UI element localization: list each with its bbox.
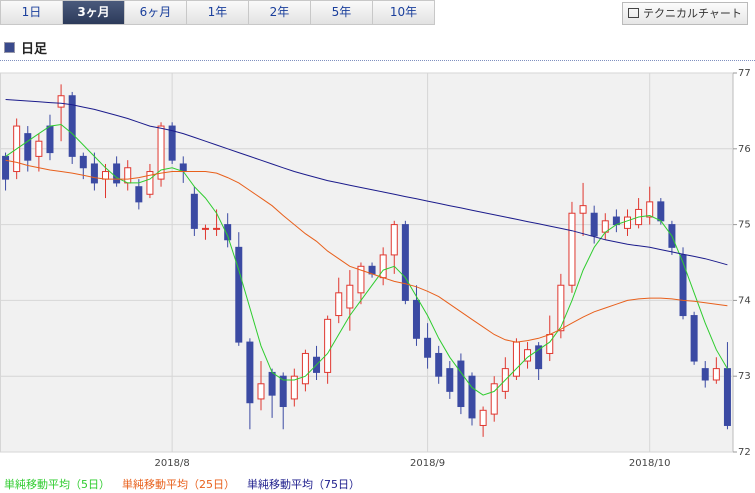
- period-tab[interactable]: 1日: [0, 0, 63, 25]
- moving-average-line: [5, 159, 728, 343]
- candle-body: [235, 246, 243, 343]
- candle-body: [35, 140, 43, 157]
- candle-body: [246, 341, 254, 404]
- candle-body: [646, 201, 654, 218]
- candle-body: [557, 284, 565, 332]
- candle-body: [657, 201, 665, 222]
- candle-body: [46, 125, 54, 154]
- x-tick-label: 2018/10: [629, 458, 671, 469]
- divider: [0, 60, 755, 61]
- period-tab[interactable]: 10年: [373, 0, 435, 25]
- candle-body: [2, 155, 10, 180]
- candle-body: [146, 171, 154, 195]
- period-tab[interactable]: 6ヶ月: [125, 0, 187, 25]
- candle-body: [213, 227, 221, 230]
- candle-body: [424, 337, 432, 358]
- period-tabs: 1日 3ヶ月 6ヶ月 1年 2年 5年 10年: [0, 0, 435, 25]
- candle-body: [701, 368, 709, 381]
- candle-body: [457, 360, 465, 408]
- chart: 72 73 74 75 76 77 2018/8 2018/9 2018/10: [0, 68, 751, 469]
- moving-average-line: [5, 99, 728, 266]
- candle-body: [568, 212, 576, 286]
- candle-body: [257, 383, 265, 400]
- period-tab[interactable]: 1年: [187, 0, 249, 25]
- candle-body: [490, 383, 498, 415]
- candle-body: [224, 224, 232, 241]
- period-tab[interactable]: 2年: [249, 0, 311, 25]
- candle-body: [90, 163, 98, 184]
- plot-area: [0, 72, 734, 453]
- candle-body: [712, 368, 720, 381]
- candle-body: [723, 368, 731, 426]
- candle-body: [435, 352, 443, 377]
- legend: 単純移動平均（5日） 単純移動平均（25日） 単純移動平均（75日）: [4, 476, 360, 492]
- candle-body: [324, 318, 332, 373]
- y-tick-label: 76: [738, 144, 751, 155]
- candle-body: [190, 193, 198, 229]
- legend-entry: 単純移動平均（5日）: [4, 478, 110, 491]
- legend-entry: 単純移動平均（25日）: [122, 478, 235, 491]
- candle-body: [301, 352, 309, 385]
- candle-body: [446, 368, 454, 392]
- candle-body: [590, 212, 598, 237]
- candle-body: [157, 125, 165, 180]
- candle-body: [113, 163, 121, 184]
- moving-average-line: [5, 123, 728, 396]
- legend-entry: 単純移動平均（75日）: [247, 478, 360, 491]
- y-tick-label: 77: [738, 68, 751, 79]
- x-tick-label: 2018/8: [155, 458, 190, 469]
- candle-body: [623, 216, 631, 229]
- period-tab[interactable]: 5年: [311, 0, 373, 25]
- candle-body: [290, 375, 298, 400]
- y-tick-label: 73: [738, 371, 751, 382]
- candle-body: [468, 375, 476, 419]
- candle-body: [135, 186, 143, 203]
- candle-body: [390, 224, 398, 256]
- y-tick-label: 72: [738, 447, 751, 458]
- candle-body: [168, 125, 176, 161]
- candle-body: [335, 292, 343, 317]
- candle-body: [346, 284, 354, 309]
- candle-body: [124, 167, 132, 184]
- candle-body: [412, 299, 420, 339]
- technical-chart-button[interactable]: テクニカルチャート: [622, 2, 748, 25]
- candle-body: [357, 265, 365, 294]
- candle-body: [24, 133, 32, 161]
- candle-body: [401, 224, 409, 301]
- candle-body: [279, 375, 287, 408]
- candle-body: [479, 409, 487, 426]
- candle-body: [79, 155, 87, 169]
- candle-body: [379, 254, 387, 279]
- period-tab[interactable]: 3ヶ月: [63, 0, 125, 25]
- candle-body: [68, 95, 76, 157]
- y-tick-label: 75: [738, 220, 751, 231]
- candle-body: [57, 95, 65, 108]
- section-title: 日足: [4, 38, 47, 57]
- candle-body: [201, 227, 209, 230]
- candle-body: [535, 345, 543, 370]
- candle-body: [690, 315, 698, 362]
- x-tick-label: 2018/9: [410, 458, 445, 469]
- candle-body: [579, 205, 587, 214]
- y-tick-label: 74: [738, 295, 751, 306]
- candle-body: [679, 254, 687, 317]
- candle-body: [268, 371, 276, 396]
- candle-body: [102, 171, 110, 180]
